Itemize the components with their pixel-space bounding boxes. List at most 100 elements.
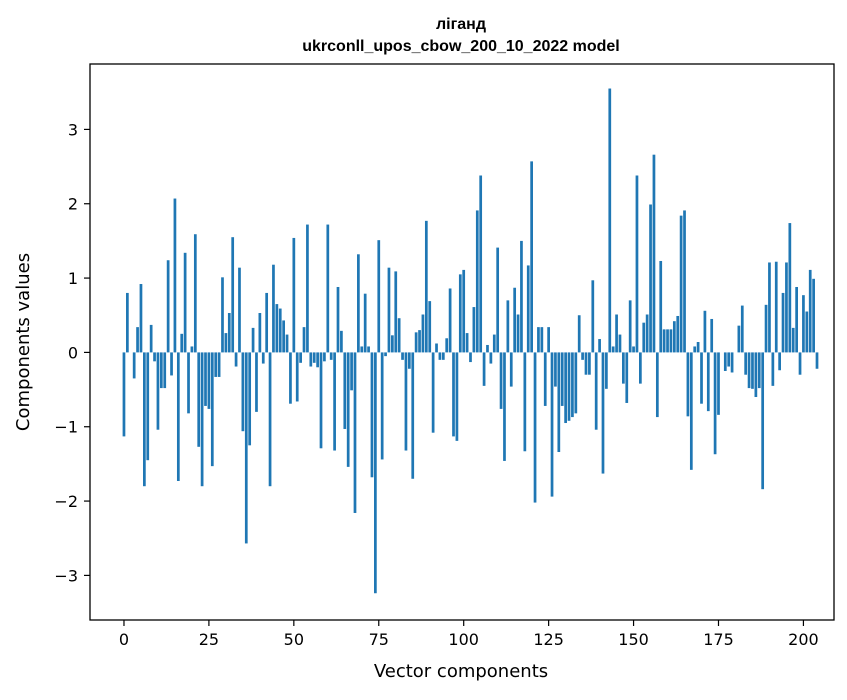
bar-84 (407, 352, 411, 369)
bar-151 (635, 175, 639, 353)
bar-119 (526, 265, 530, 353)
bar-164 (679, 215, 683, 353)
bar-92 (435, 343, 438, 353)
bar-129 (560, 352, 564, 406)
bar-196 (788, 223, 792, 353)
bar-102 (469, 352, 472, 363)
bar-44 (272, 264, 275, 353)
bar-106 (482, 352, 486, 386)
y-tick-label: 3 (68, 120, 78, 139)
bar-184 (747, 352, 751, 389)
bar-148 (625, 352, 629, 403)
bar-146 (618, 334, 622, 353)
bar-113 (506, 300, 510, 353)
x-tick-label: 125 (533, 630, 564, 649)
bar-41 (261, 352, 265, 364)
bar-177 (723, 352, 727, 371)
bar-26 (210, 352, 214, 467)
bar-126 (550, 352, 554, 497)
y-tick-label: −3 (54, 566, 78, 585)
bar-181 (737, 325, 741, 353)
bar-32 (231, 237, 235, 353)
bar-93 (438, 352, 442, 360)
bar-30 (224, 333, 228, 353)
bar-15 (173, 198, 177, 353)
bar-168 (693, 346, 697, 353)
bar-115 (513, 287, 517, 353)
bar-191 (771, 352, 775, 386)
bar-5 (139, 284, 143, 353)
bar-65 (343, 352, 347, 429)
bar-45 (275, 304, 279, 353)
bar-193 (778, 352, 781, 371)
chart-subtitle: ukrconll_upos_cbow_200_10_2022 model (302, 38, 619, 55)
bar-145 (615, 314, 618, 353)
bar-42 (265, 292, 269, 353)
bar-70 (360, 346, 364, 353)
bar-123 (540, 327, 544, 353)
bar-60 (326, 224, 330, 353)
bar-147 (622, 352, 625, 384)
x-tick-label: 150 (618, 630, 649, 649)
bar-194 (781, 292, 785, 353)
bar-6 (143, 352, 146, 487)
bar-141 (601, 352, 605, 474)
bar-19 (187, 352, 190, 414)
bar-86 (414, 332, 418, 353)
bar-34 (238, 267, 241, 353)
bar-137 (588, 352, 591, 375)
bar-94 (441, 352, 445, 360)
bar-67 (350, 352, 353, 391)
bar-122 (537, 327, 540, 353)
bar-173 (710, 318, 714, 353)
bar-182 (740, 305, 744, 353)
bar-118 (523, 352, 527, 452)
y-axis-label: Components values (13, 253, 34, 431)
bar-166 (686, 352, 690, 417)
bar-167 (689, 352, 693, 470)
bar-160 (666, 329, 669, 353)
bar-165 (683, 210, 686, 353)
bar-77 (384, 352, 387, 357)
bar-188 (761, 352, 765, 490)
bar-162 (672, 321, 676, 353)
bar-11 (159, 352, 163, 389)
y-tick-label: −1 (54, 418, 78, 437)
bar-104 (475, 210, 479, 353)
bar-195 (785, 262, 788, 353)
bar-78 (387, 267, 391, 353)
bar-100 (462, 269, 466, 353)
bar-163 (676, 315, 680, 353)
bar-99 (458, 274, 462, 353)
bar-153 (642, 322, 646, 353)
bar-3 (132, 352, 136, 379)
bar-95 (445, 338, 449, 353)
bar-21 (193, 234, 197, 353)
bar-0 (122, 352, 126, 437)
bar-142 (605, 352, 608, 389)
bar-37 (248, 352, 252, 446)
bar-144 (611, 346, 615, 353)
bar-59 (323, 352, 326, 362)
bar-136 (584, 352, 588, 375)
bar-152 (639, 352, 642, 384)
bar-39 (255, 352, 258, 412)
bar-88 (421, 314, 425, 353)
x-tick-label: 200 (788, 630, 819, 649)
bar-190 (768, 262, 771, 353)
bar-156 (652, 154, 656, 353)
bar-109 (492, 334, 496, 353)
bar-49 (289, 352, 292, 404)
bar-52 (299, 352, 302, 363)
bar-187 (757, 352, 761, 389)
bar-130 (564, 352, 567, 424)
bar-66 (346, 352, 350, 467)
plot-frame (89, 63, 835, 621)
bar-14 (170, 352, 173, 376)
bar-149 (628, 300, 632, 353)
bar-72 (367, 346, 370, 353)
bar-61 (329, 352, 333, 360)
bar-98 (455, 352, 459, 441)
bar-16 (176, 352, 180, 481)
